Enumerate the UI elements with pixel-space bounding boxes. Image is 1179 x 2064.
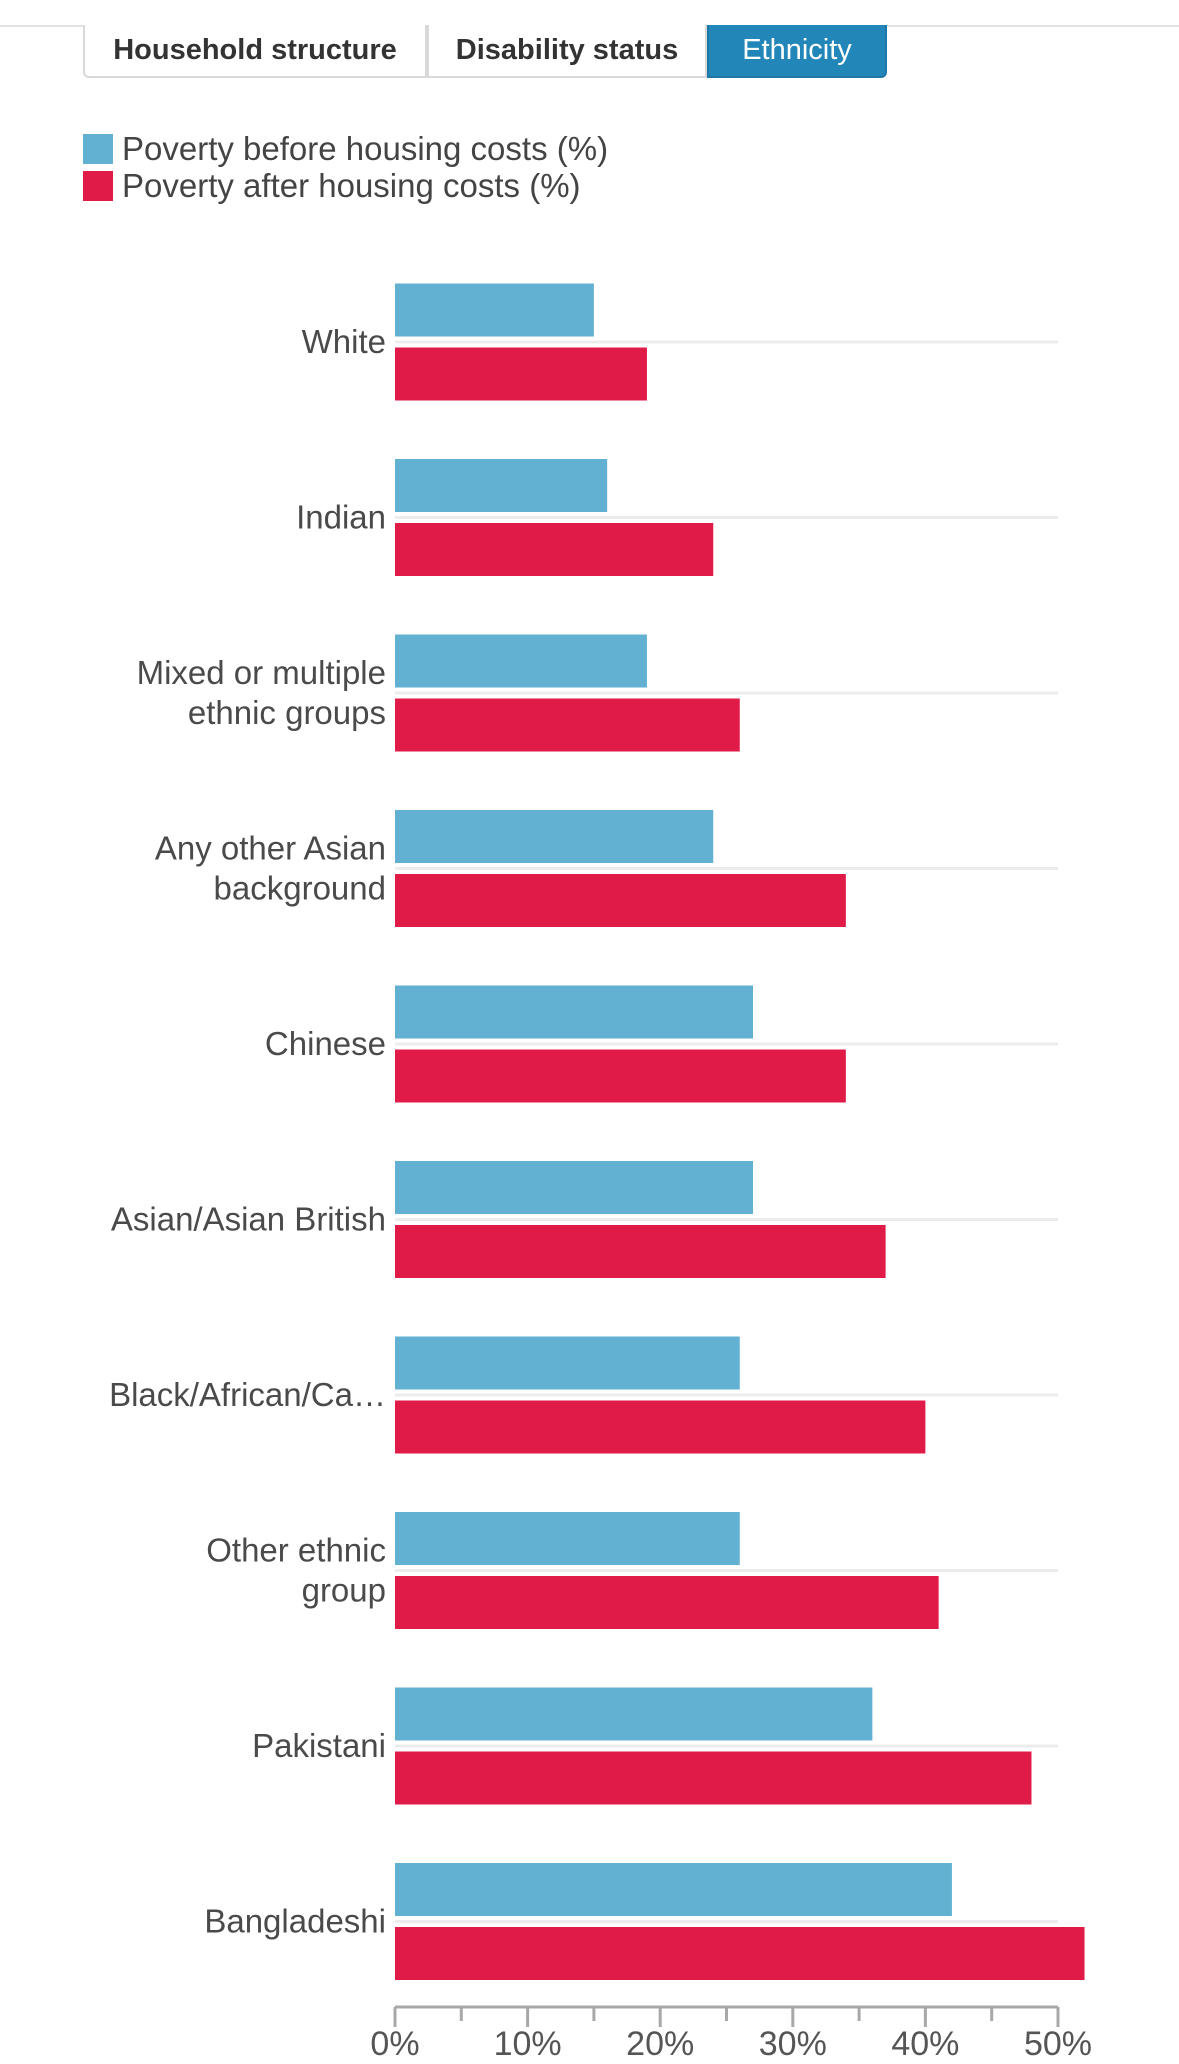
bar-after-housing-costs <box>395 1751 1032 1805</box>
tab-bar: Household structure Disability status Et… <box>83 25 887 78</box>
legend-item-after: Poverty after housing costs (%) <box>83 167 608 204</box>
bar-after-housing-costs <box>395 1049 846 1103</box>
category-label: Indian <box>296 499 386 536</box>
category-label: White <box>302 323 386 360</box>
x-tick-label: 0% <box>370 2025 419 2063</box>
x-tick-label: 50% <box>1024 2025 1092 2063</box>
bar-before-housing-costs <box>395 1336 740 1390</box>
legend-label-after: Poverty after housing costs (%) <box>122 166 581 204</box>
category-label: Black/African/Ca… <box>109 1376 386 1413</box>
tab-household-structure[interactable]: Household structure <box>83 25 427 78</box>
bar-after-housing-costs <box>395 1400 926 1454</box>
legend-swatch-after <box>83 170 113 201</box>
bar-before-housing-costs <box>395 1863 952 1916</box>
legend-label-before: Poverty before housing costs (%) <box>122 129 609 167</box>
category-label: Asian/Asian British <box>111 1201 386 1238</box>
bar-before-housing-costs <box>395 459 608 512</box>
bar-after-housing-costs <box>395 1927 1085 1980</box>
category-label: Pakistani <box>252 1727 386 1764</box>
bar-before-housing-costs <box>395 634 647 688</box>
bar-after-housing-costs <box>395 874 846 927</box>
category-label: Mixed or multiple ethnic groups <box>137 654 386 731</box>
x-tick-label: 30% <box>759 2025 827 2063</box>
legend-item-before: Poverty before housing costs (%) <box>83 130 608 167</box>
x-tick-label: 20% <box>626 2025 694 2063</box>
x-tick-label: 40% <box>891 2025 959 2063</box>
bar-after-housing-costs <box>395 347 647 401</box>
tab-ethnicity[interactable]: Ethnicity <box>707 25 887 78</box>
chart-legend: Poverty before housing costs (%) Poverty… <box>83 130 608 204</box>
bar-before-housing-costs <box>395 985 754 1039</box>
bar-before-housing-costs <box>395 1687 873 1741</box>
bar-before-housing-costs <box>395 810 714 863</box>
bar-after-housing-costs <box>395 523 714 576</box>
legend-swatch-before <box>83 133 113 164</box>
bar-before-housing-costs <box>395 1161 754 1214</box>
category-label: Bangladeshi <box>204 1903 386 1940</box>
category-label: Chinese <box>265 1025 386 1062</box>
tab-disability-status[interactable]: Disability status <box>427 25 707 78</box>
x-tick-label: 10% <box>494 2025 562 2063</box>
bar-after-housing-costs <box>395 1225 886 1278</box>
category-label: Any other Asian background <box>155 830 386 907</box>
bar-after-housing-costs <box>395 1576 939 1629</box>
category-label: Other ethnic group <box>206 1532 386 1609</box>
bar-before-housing-costs <box>395 1512 740 1565</box>
bar-before-housing-costs <box>395 283 594 337</box>
bar-after-housing-costs <box>395 698 740 752</box>
